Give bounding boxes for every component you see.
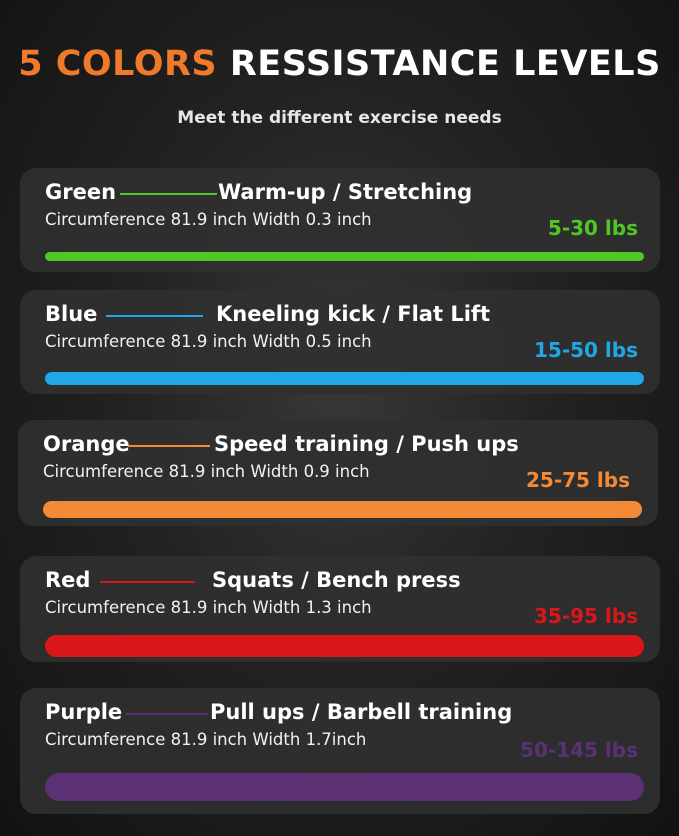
title-accent: 5 COLORS	[18, 44, 218, 84]
band-range: 50-145 lbs	[520, 738, 638, 762]
band-range: 35-95 lbs	[533, 604, 638, 628]
subtitle: Meet the different exercise needs	[177, 108, 502, 128]
band-color-name: Blue	[45, 302, 98, 326]
band-spec: Circumference 81.9 inch Width 1.7inch	[45, 730, 367, 749]
band-bar	[45, 252, 644, 261]
band-spec: Circumference 81.9 inch Width 1.3 inch	[45, 598, 372, 617]
connector-line	[106, 315, 203, 317]
band-color-name: Red	[45, 568, 91, 592]
band-card-red: Red Squats / Bench press Circumference 8…	[20, 556, 660, 662]
band-use: Pull ups / Barbell training	[210, 700, 513, 724]
band-use: Warm-up / Stretching	[218, 180, 473, 204]
band-card-purple: Purple Pull ups / Barbell training Circu…	[20, 688, 660, 814]
connector-line	[100, 581, 195, 583]
band-card-orange: Orange Speed training / Push ups Circumf…	[18, 420, 658, 526]
page-title: 5 COLORS RESSISTANCE LEVELS	[0, 44, 679, 84]
band-bar	[45, 635, 644, 657]
band-bar	[45, 372, 644, 385]
band-range: 25-75 lbs	[525, 468, 630, 492]
band-spec: Circumference 81.9 inch Width 0.3 inch	[45, 210, 372, 229]
band-spec: Circumference 81.9 inch Width 0.9 inch	[43, 462, 370, 481]
band-use: Squats / Bench press	[212, 568, 461, 592]
title-rest: RESSISTANCE LEVELS	[229, 44, 661, 84]
band-bar	[45, 773, 644, 801]
band-range: 15-50 lbs	[533, 338, 638, 362]
band-card-blue: Blue Kneeling kick / Flat Lift Circumfer…	[20, 290, 660, 394]
band-color-name: Green	[45, 180, 117, 204]
band-card-green: Green Warm-up / Stretching Circumference…	[20, 168, 660, 272]
band-spec: Circumference 81.9 inch Width 0.5 inch	[45, 332, 372, 351]
connector-line	[126, 713, 208, 715]
band-color-name: Orange	[43, 432, 130, 456]
band-range: 5-30 lbs	[547, 216, 638, 240]
band-use: Speed training / Push ups	[214, 432, 519, 456]
band-use: Kneeling kick / Flat Lift	[216, 302, 491, 326]
connector-line	[128, 445, 210, 447]
band-color-name: Purple	[45, 700, 123, 724]
connector-line	[120, 193, 217, 195]
band-bar	[43, 501, 642, 518]
